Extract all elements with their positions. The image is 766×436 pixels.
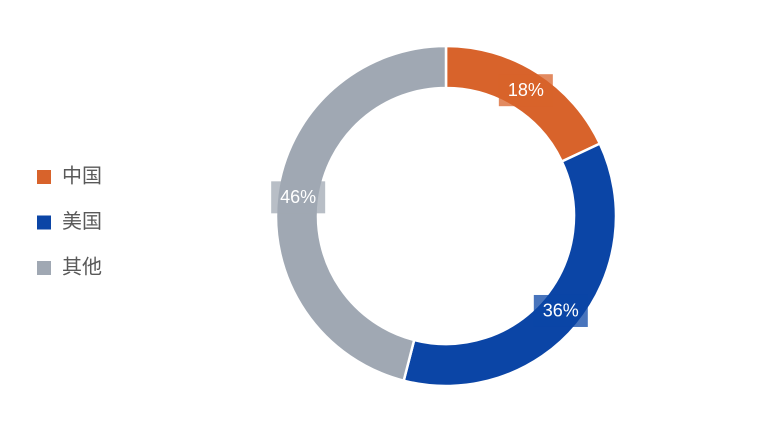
legend-label: 其他 [62,255,102,279]
legend-label: 美国 [62,209,102,233]
donut-slice [402,141,618,388]
legend-swatch [37,215,51,230]
data-label: 46% [280,187,316,207]
data-label-box [271,181,326,214]
data-label: 18% [508,80,544,100]
data-label: 36% [543,301,579,321]
data-label-box [498,74,553,107]
data-label-box [533,294,588,327]
legend-swatch [37,261,51,275]
legend-label: 中国 [62,164,102,188]
legend-swatch [37,170,51,184]
donut-slice [274,44,448,383]
